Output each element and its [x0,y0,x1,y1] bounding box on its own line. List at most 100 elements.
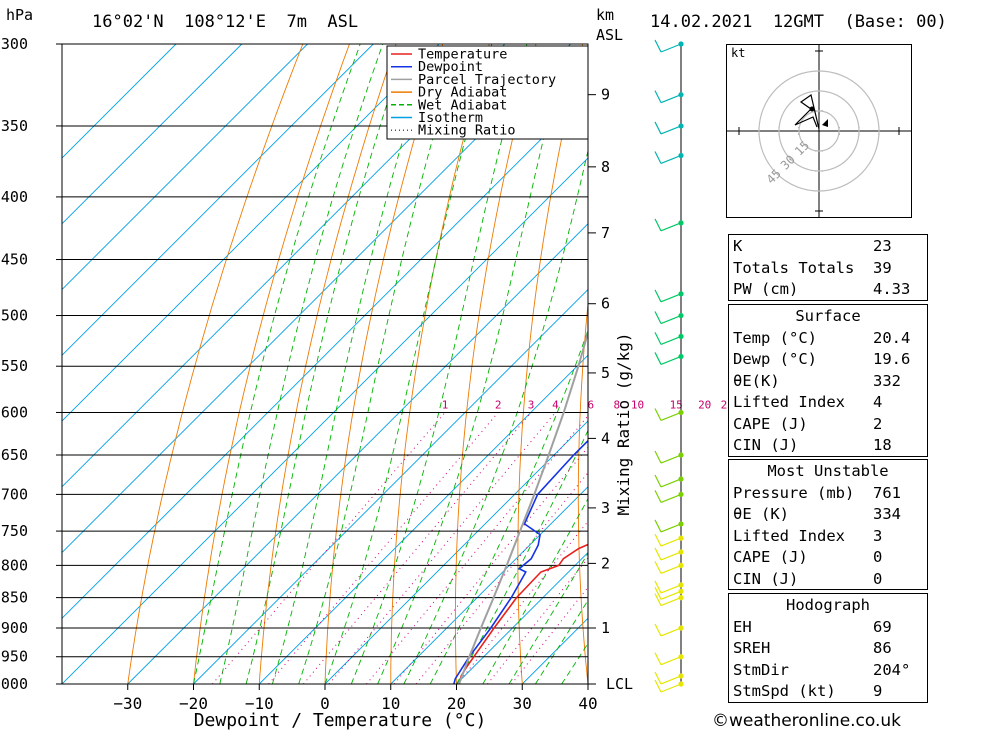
wind-profile [654,39,684,693]
mixing-ratio-line [268,412,499,684]
hodo-row: StmSpd (kt) 9 [733,682,883,700]
wind-barb-flag [654,580,662,594]
mu-row: θE (K) 334 [733,505,901,523]
wind-barb-flag [654,679,662,693]
isotherm-line [62,44,506,488]
hodograph-ring-label: 45 [764,167,784,187]
pressure-tick-label: 700 [1,485,28,503]
height-unit-label-asl: ASL [596,26,624,44]
hodograph-ring [778,90,860,172]
dry-adiabat-line [258,44,397,684]
wind-barb [660,675,682,685]
hodograph-unit-label: kt [731,46,745,60]
wet-adiabat-line [350,44,528,684]
dry-adiabat-line [127,44,304,684]
pressure-tick-label: 450 [1,251,28,269]
height-tick-label: 8 [601,158,610,176]
temperature-tick-label: 10 [381,694,400,713]
height-tick-label: 1 [601,619,610,637]
wind-barb [660,411,682,422]
wind-barb-flag [654,352,662,365]
hodograph-panel: Hodograph EH 69 SREH 86 StmDir 204° StmSpd … [728,593,928,703]
copyright-footer[interactable]: ©weatheronline.co.uk [712,711,902,731]
isotherm-line [62,44,177,159]
mu-row: CAPE (J) 0 [733,548,883,566]
mixing-ratio-label: 20 [698,398,711,411]
surface-title: Surface [795,307,861,325]
isotherm-line [127,223,588,684]
wind-barb [660,597,682,607]
index-value: 39 [873,258,892,277]
wet-adiabat-line [324,44,493,684]
isotherm-line [62,91,588,619]
pressure-axis: 300 350 400 450 500 550 600 650 700 750 800 850 900 9… [0,35,62,693]
parcel-trajectory-line [458,328,588,684]
wind-barb-flag [654,39,662,53]
hodograph-trace [794,94,820,130]
isotherm-line [62,44,440,422]
legend-label: Mixing Ratio [418,123,516,139]
hodograph-title: Hodograph [786,596,870,614]
wind-barb-flag [654,533,662,547]
isotherm-line [62,44,374,356]
wind-barb-flag [654,121,662,135]
wind-barb [660,537,682,547]
surface-row: CAPE (J) 2 [733,414,883,433]
pressure-tick-label: 750 [1,522,28,540]
wind-barb [660,551,682,561]
temperature-tick-label: 0 [320,694,330,713]
mixing-ratio-label: 15 [670,398,683,411]
wind-barb [660,154,682,165]
dry-adiabat-line [517,44,584,684]
wind-barb-flag [654,561,662,574]
wind-barb-flag [654,90,662,103]
pressure-tick-label: 650 [1,446,28,464]
index-row: PW (cm) 4.33 [729,278,927,300]
height-tick-label: 3 [601,499,610,517]
mixing-ratio-label: 6 [587,398,594,411]
mixing-ratio-line [415,472,588,684]
wind-barb [660,43,682,53]
surface-row: CIN (J) 18 [733,436,892,454]
height-tick-label: 9 [601,86,610,104]
index-row: K 23 [729,235,927,257]
wind-barb [660,564,682,574]
pressure-tick-label: 600 [1,403,28,421]
hodograph-ring [758,70,880,192]
indices-panel: K 23 Totals Totals 39 PW (cm) 4.33 [728,234,928,301]
legend-label: Parcel Trajectory [418,72,556,88]
height-axis: 9 8 7 6 5 4 3 2 1 LCL [588,86,633,693]
wind-barb-flag [654,490,662,503]
surface-row: Lifted Index 4 [733,393,883,411]
legend-label: Isotherm [418,110,483,126]
index-label: Totals Totals [733,258,855,277]
wind-barb [660,584,682,594]
most-unstable-panel: Most Unstable Pressure (mb) 761 θE (K) 334… [728,459,928,590]
temperature-tick-label: −20 [179,694,208,713]
wind-barb [660,656,682,666]
isotherm-line [324,420,588,684]
hodograph-ring [798,110,840,152]
wet-adiabat-line [219,44,384,684]
mixing-ratio-label: 10 [631,398,644,411]
wind-barb [660,94,682,104]
dry-adiabat-line [454,44,537,684]
pressure-tick-label: 850 [1,589,28,607]
wind-barb [660,293,682,303]
isotherm-line [62,44,243,225]
surface-row: Temp (°C) 20.4 [733,328,911,347]
pressure-tick-label: 950 [1,648,28,666]
pressure-tick-label: 550 [1,357,28,375]
mu-row: CIN (J) 0 [733,569,883,588]
height-tick-label: 7 [601,224,610,242]
wind-barb-flag [654,671,662,685]
pressure-tick-label: 800 [1,556,28,574]
temperature-line [458,543,588,684]
mixing-ratio-axis-title: Mixing Ratio (g/kg) [614,332,633,515]
hodograph-ring-label: 15 [792,138,812,158]
wind-barb-flag [654,519,662,533]
wind-barb [660,314,682,325]
wind-barb-flag [654,408,662,421]
height-tick-label: LCL [606,675,633,693]
